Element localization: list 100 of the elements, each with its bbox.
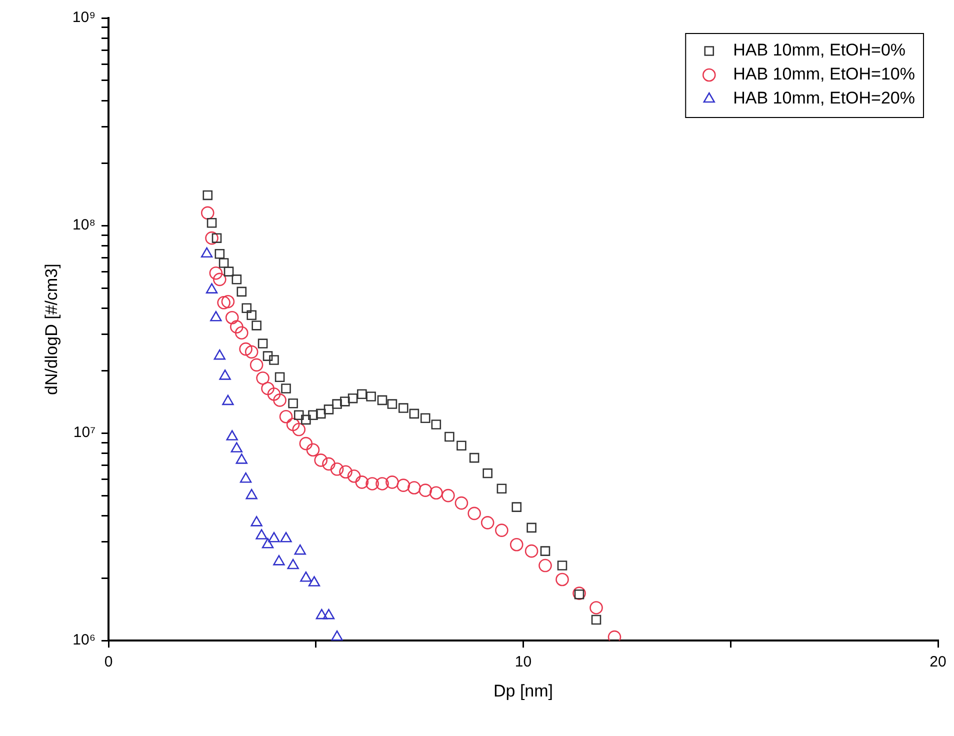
point	[202, 190, 213, 200]
point	[314, 454, 328, 467]
point	[409, 408, 420, 419]
point	[258, 338, 268, 348]
point	[232, 274, 242, 284]
point	[300, 571, 312, 582]
point	[261, 382, 274, 396]
point	[281, 384, 291, 394]
point	[200, 206, 214, 220]
point	[332, 399, 342, 409]
x-tick-label: 10	[514, 654, 532, 671]
point	[330, 462, 344, 476]
point	[512, 502, 522, 512]
y-axis-title: dN/dlogD [#/cm3]	[42, 264, 61, 395]
point	[239, 342, 252, 356]
point	[431, 420, 442, 430]
point	[538, 558, 552, 572]
point	[218, 258, 229, 268]
point	[236, 286, 247, 297]
point	[496, 484, 507, 494]
point	[540, 546, 550, 556]
point	[468, 506, 481, 520]
legend-label: HAB 10mm, EtOH=0%	[733, 40, 906, 60]
point	[526, 522, 536, 533]
point	[557, 560, 568, 570]
point	[306, 443, 320, 457]
point	[591, 614, 602, 625]
legend-label: HAB 10mm, EtOH=20%	[733, 88, 916, 108]
point	[308, 410, 318, 420]
point	[348, 393, 358, 404]
point	[339, 465, 352, 479]
x-tick-label: 20	[930, 654, 946, 671]
point	[357, 389, 367, 400]
y-tick-label: 10⁶	[72, 632, 96, 649]
point	[322, 457, 336, 471]
point	[469, 452, 480, 463]
point	[572, 586, 586, 600]
point	[226, 430, 238, 440]
point	[213, 272, 226, 286]
point	[495, 524, 508, 537]
point	[280, 532, 292, 542]
point	[214, 349, 226, 360]
point	[242, 303, 252, 314]
point	[250, 358, 264, 372]
point	[234, 326, 248, 340]
point	[444, 432, 454, 442]
point	[590, 601, 603, 614]
point	[387, 399, 398, 409]
point	[347, 470, 361, 483]
point	[292, 422, 306, 436]
point	[246, 488, 258, 500]
point	[214, 249, 225, 259]
point	[279, 410, 293, 424]
point	[294, 544, 306, 555]
point	[376, 477, 389, 490]
point	[308, 576, 320, 586]
point	[366, 477, 379, 490]
point	[377, 395, 388, 406]
point	[322, 608, 335, 620]
point	[250, 516, 262, 526]
point	[256, 529, 268, 540]
point	[206, 218, 217, 228]
point	[510, 538, 524, 552]
point	[366, 392, 376, 402]
point	[301, 414, 311, 425]
y-tick-label: 10⁹	[72, 9, 96, 26]
point	[355, 476, 369, 489]
point	[456, 440, 466, 451]
point	[288, 398, 298, 408]
point	[299, 436, 313, 450]
point	[221, 294, 235, 308]
point	[442, 488, 455, 502]
point	[219, 370, 231, 380]
point	[262, 351, 273, 361]
point	[482, 468, 492, 478]
point	[205, 231, 218, 245]
point	[240, 472, 252, 483]
point	[274, 372, 285, 382]
point	[256, 371, 270, 385]
point	[286, 418, 300, 432]
y-tick-label: 10⁸	[72, 216, 96, 234]
point	[418, 484, 432, 497]
point	[268, 532, 280, 542]
point	[524, 544, 538, 558]
point	[396, 478, 410, 492]
point	[430, 486, 443, 500]
point	[408, 481, 421, 494]
point	[236, 454, 248, 464]
point	[574, 589, 584, 600]
point	[217, 296, 230, 310]
point	[480, 516, 494, 530]
point	[316, 608, 328, 620]
point	[340, 396, 350, 406]
point	[316, 408, 326, 419]
point	[225, 310, 239, 324]
point	[244, 345, 258, 359]
legend-label: HAB 10mm, EtOH=10%	[733, 64, 916, 84]
point	[230, 320, 244, 334]
point	[324, 404, 334, 414]
x-tick-label: 0	[104, 654, 113, 671]
